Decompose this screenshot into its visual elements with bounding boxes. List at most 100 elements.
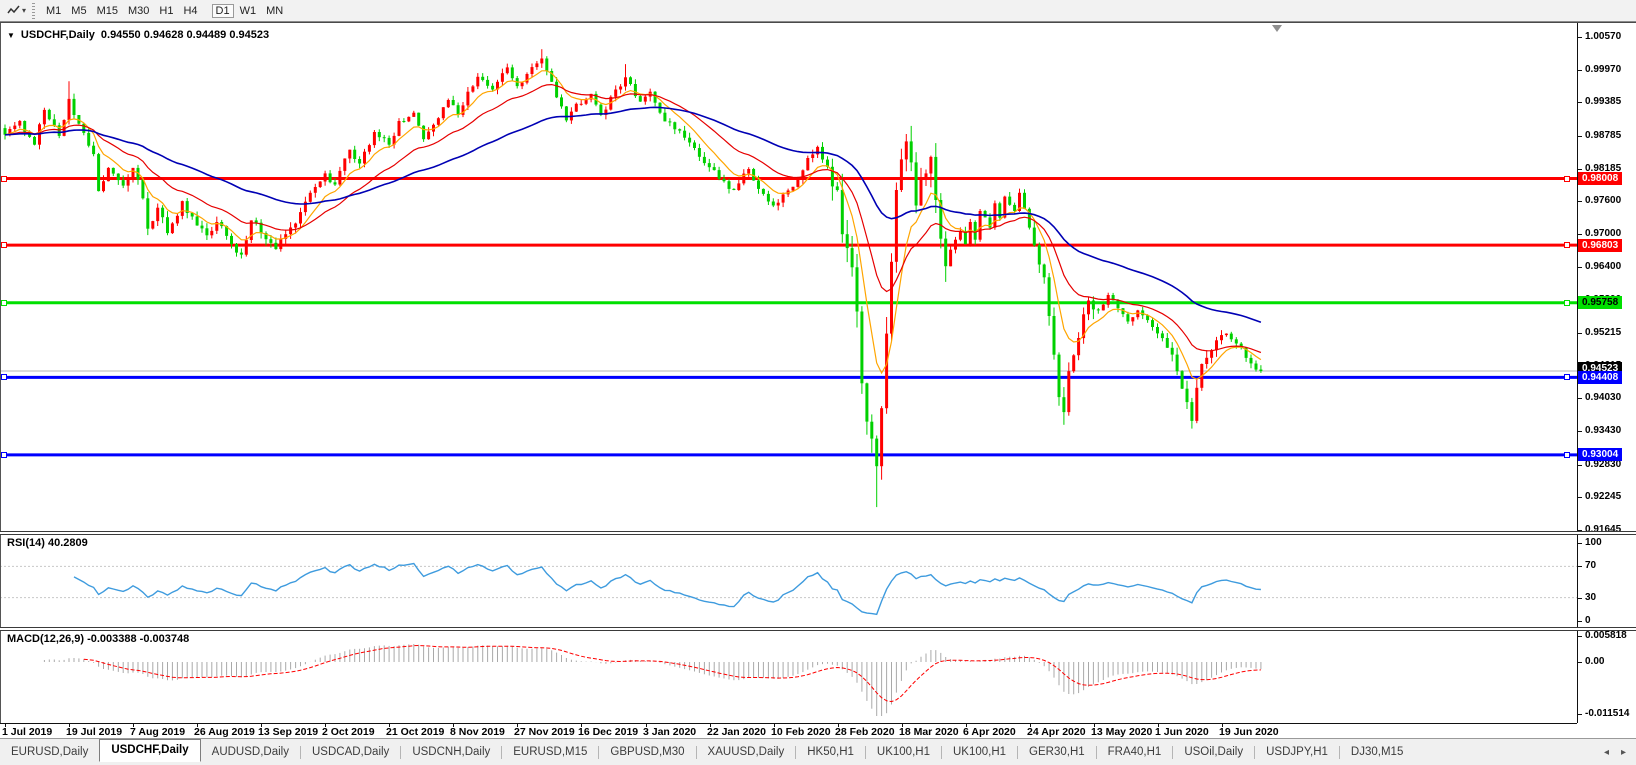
tab-fra40-h1[interactable]: FRA40,H1 [1107, 746, 1162, 758]
candle-body [1254, 363, 1258, 370]
candle-body [343, 158, 347, 171]
line-handle-left-0.93004[interactable] [1, 452, 7, 458]
line-handle-right-0.93004[interactable] [1564, 452, 1570, 458]
candle-body [407, 116, 411, 122]
line-handle-right-0.95758[interactable] [1564, 300, 1570, 306]
tab-usdchf-daily[interactable]: USDCHF,Daily [99, 739, 201, 762]
price-chart-canvas[interactable] [0, 23, 1577, 723]
tab-dj30-m15[interactable]: DJ30,M15 [1350, 746, 1404, 758]
tab-xauusd-daily[interactable]: XAUUSD,Daily [707, 746, 785, 758]
candle-body [1057, 354, 1061, 398]
candle-body [894, 190, 898, 262]
time-axis-tick [517, 724, 518, 727]
time-axis-label: 19 Jul 2019 [66, 726, 123, 738]
time-axis-label: 10 Feb 2020 [771, 726, 831, 738]
candle-body [761, 188, 765, 194]
line-handle-right-0.94408[interactable] [1564, 374, 1570, 380]
chevron-down-icon[interactable]: ▾ [22, 6, 27, 15]
chart-window: ▼ USDCHF,Daily 0.94550 0.94628 0.94489 0… [0, 22, 1636, 739]
tab-usoil-daily[interactable]: USOil,Daily [1184, 746, 1244, 758]
timeframe-button-w1[interactable]: W1 [239, 5, 257, 17]
panel-separator-rsi[interactable] [0, 531, 1636, 535]
tab-usdcad-daily[interactable]: USDCAD,Daily [311, 746, 390, 758]
candle-body [1018, 192, 1021, 211]
candle-body [624, 77, 627, 87]
line-handle-left-0.95758[interactable] [1, 300, 7, 306]
candle-body [880, 408, 884, 467]
candle-body [909, 141, 913, 163]
candle-body [1096, 309, 1100, 311]
tab-gbpusd-m30[interactable]: GBPUSD,M30 [610, 746, 685, 758]
chart-tool-icon[interactable] [4, 2, 22, 20]
timeframe-button-m1[interactable]: M1 [46, 5, 62, 17]
candle-body [629, 77, 632, 84]
price-axis-tick [1578, 201, 1582, 202]
toolbar-grip [32, 2, 36, 19]
candle-body [432, 124, 435, 132]
timeframe-button-h1[interactable]: H1 [159, 5, 174, 17]
tab-eurusd-m15[interactable]: EURUSD,M15 [513, 746, 588, 758]
price-axis-label: 0.97000 [1585, 228, 1622, 239]
candle-body [1052, 316, 1056, 355]
time-axis[interactable]: 1 Jul 2019 19 Jul 2019 7 Aug 2019 26 Aug 20… [0, 724, 1636, 739]
timeframe-button-m5[interactable]: M5 [71, 5, 87, 17]
line-handle-left-0.96803[interactable] [1, 242, 7, 248]
candle-body [436, 118, 440, 125]
candle-body [781, 194, 785, 203]
price-axis-tick [1578, 333, 1582, 334]
tab-uk100-h1[interactable]: UK100,H1 [876, 746, 930, 758]
candle-body [776, 202, 780, 206]
candle-body [811, 154, 815, 158]
candle-body [491, 85, 495, 90]
tab-scroll-left-icon[interactable]: ◂ [1603, 746, 1609, 758]
candle-body [826, 159, 829, 167]
tab-audusd-daily[interactable]: AUDUSD,Daily [211, 746, 289, 758]
chart-shift-marker[interactable] [1272, 25, 1282, 32]
timeframe-button-m30[interactable]: M30 [127, 5, 150, 17]
tab-usdjpy-h1[interactable]: USDJPY,H1 [1266, 746, 1328, 758]
tab-divider [1095, 745, 1097, 759]
candle-body [402, 121, 406, 122]
timeframe-button-d1[interactable]: D1 [211, 4, 234, 18]
candle-body [412, 112, 416, 117]
price-axis[interactable]: 1.00570 0.99970 0.99385 0.98785 0.98185 0.976… [1578, 23, 1636, 723]
tab-divider [940, 745, 942, 759]
moving-average-ema55 [4, 106, 1262, 324]
collapse-chart-icon[interactable]: ▼ [7, 30, 15, 40]
candle-body [806, 158, 810, 171]
candle-body [476, 76, 480, 87]
tab-uk100-h1[interactable]: UK100,H1 [952, 746, 1007, 758]
time-axis-tick [710, 724, 711, 727]
time-axis-tick [325, 724, 326, 727]
price-axis-label: 70 [1585, 560, 1597, 571]
timeframe-button-h4[interactable]: H4 [183, 5, 198, 17]
tab-hk50-h1[interactable]: HK50,H1 [807, 746, 854, 758]
candle-body [796, 179, 800, 187]
tab-ger30-h1[interactable]: GER30,H1 [1029, 746, 1085, 758]
candle-body [1042, 264, 1046, 278]
candle-body [633, 84, 637, 97]
candle-body [1008, 196, 1012, 205]
tab-usdcnh-daily[interactable]: USDCNH,Daily [412, 746, 491, 758]
line-handle-right-0.98008[interactable] [1564, 176, 1570, 182]
timeframe-button-m15[interactable]: M15 [96, 5, 118, 17]
candle-body [1047, 277, 1051, 316]
price-axis-label: 0.92830 [1585, 459, 1622, 470]
rsi-indicator-label: RSI(14) 40.2809 [7, 537, 88, 549]
tab-eurusd-daily[interactable]: EURUSD,Daily [11, 746, 89, 758]
line-handle-right-0.96803[interactable] [1564, 242, 1570, 248]
candle-body [845, 234, 849, 249]
candle-body [466, 91, 470, 106]
candle-body [289, 227, 293, 235]
tab-scroll-right-icon[interactable]: ▸ [1620, 746, 1626, 758]
line-handle-left-0.94408[interactable] [1, 374, 7, 380]
panel-separator-macd[interactable] [0, 627, 1636, 631]
candle-body [279, 238, 283, 250]
timeframe-button-mn[interactable]: MN [266, 5, 284, 17]
candle-body [929, 156, 933, 174]
line-handle-left-0.98008[interactable] [1, 176, 7, 182]
candle-body [890, 261, 893, 334]
price-axis-tick [1578, 621, 1582, 622]
candle-body [860, 311, 864, 384]
candle-body [294, 223, 298, 228]
